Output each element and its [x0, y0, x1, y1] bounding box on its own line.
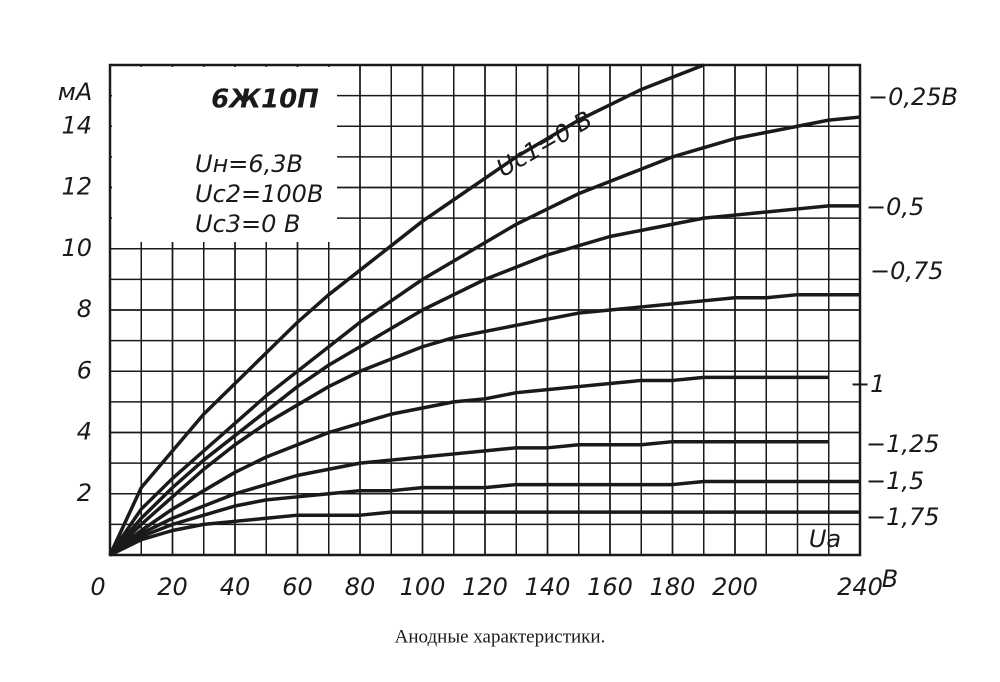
- x-tick-label: 240: [837, 573, 883, 601]
- x-tick-label: 160: [587, 573, 633, 601]
- y-tick-label: 8: [77, 295, 92, 323]
- x-tick-label: 200: [712, 573, 758, 601]
- curve: [108, 115, 861, 556]
- curve: [108, 63, 705, 556]
- curve: [109, 510, 860, 557]
- y-tick-label: 10: [61, 234, 92, 262]
- curve: [109, 439, 829, 557]
- curve-label: −0,5: [866, 193, 924, 221]
- x-tick-label: 80: [345, 573, 376, 601]
- x-tick-label: 120: [462, 573, 508, 601]
- x-tick-label: 140: [525, 573, 571, 601]
- y-tick-label: 4: [77, 418, 92, 446]
- y-tick-label: 6: [77, 356, 92, 384]
- x-tick-label: 20: [157, 573, 188, 601]
- curve-label: −1,25: [866, 430, 940, 458]
- x-unit: В: [882, 565, 898, 593]
- curve-label: −0,25В: [868, 83, 958, 111]
- curve: [108, 204, 860, 557]
- curve-label: −0,75: [870, 257, 944, 285]
- condition: Uс2=100В: [195, 180, 323, 208]
- x-tick-label: 0: [90, 573, 105, 601]
- y-tick-label: 2: [77, 479, 92, 507]
- x-tick-label: 60: [282, 573, 313, 601]
- curve: [108, 375, 829, 557]
- note-area: [112, 67, 337, 242]
- x-label: Ua: [809, 525, 841, 553]
- y-tick-label: 14: [61, 111, 92, 139]
- x-tick-label: 100: [400, 573, 446, 601]
- curve-label: −1,75: [866, 503, 940, 531]
- curve: [108, 292, 860, 557]
- curve-label: Uс1=0 В: [492, 106, 597, 183]
- y-unit: мА: [58, 78, 93, 106]
- curve-label: −1: [850, 370, 885, 398]
- y-tick-label: 12: [61, 173, 92, 201]
- frame: [108, 63, 862, 557]
- x-tick-label: 40: [220, 573, 251, 601]
- condition: Uс3=0 В: [195, 210, 301, 238]
- x-tick-label: 180: [650, 573, 696, 601]
- curve-label: −1,5: [866, 467, 924, 495]
- condition: Uн=6,3В: [195, 150, 303, 178]
- chart-title: 6Ж10П: [211, 85, 319, 115]
- curve: [109, 479, 860, 557]
- caption: Анодные характеристики.: [395, 626, 606, 647]
